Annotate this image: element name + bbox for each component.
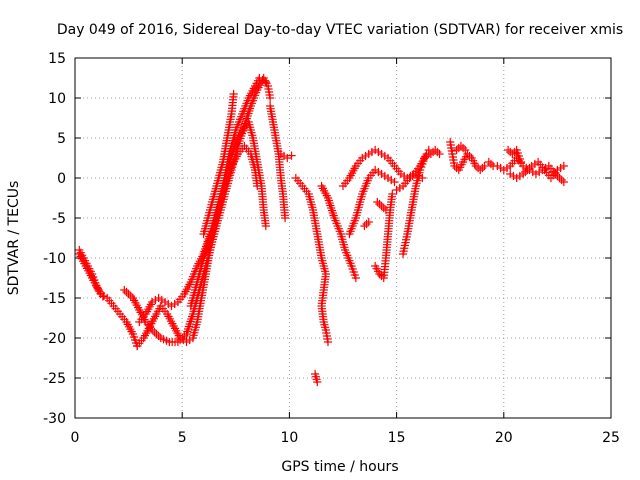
data-point [323, 337, 333, 347]
data-point [351, 273, 360, 283]
series-arc-17 [371, 189, 397, 283]
data-point [98, 292, 107, 301]
data-point [207, 230, 216, 240]
data-point [130, 335, 140, 345]
series-arc-11 [311, 369, 322, 387]
series-arc-9 [276, 149, 296, 163]
y-tick-label: -25 [43, 371, 66, 387]
data-point [283, 153, 292, 163]
data-point [128, 329, 137, 339]
data-point [287, 151, 296, 160]
data-point [461, 145, 470, 155]
grid-lines [75, 58, 611, 418]
series-arc-24 [503, 145, 526, 167]
data-point [418, 159, 427, 169]
y-tick-label: 15 [48, 51, 66, 67]
data-point [347, 261, 356, 271]
x-tick-label: 0 [71, 430, 80, 446]
chart-title: Day 049 of 2016, Sidereal Day-to-day VTE… [57, 22, 623, 38]
data-point [266, 93, 275, 103]
data-point [208, 227, 217, 237]
series-arc-15 [360, 217, 373, 231]
data-point [129, 332, 139, 342]
x-tick-label: 5 [178, 430, 187, 446]
x-axis-label: GPS time / hours [281, 459, 398, 475]
data-point [209, 224, 218, 234]
data-point [516, 157, 526, 167]
x-tick-label: 10 [280, 430, 298, 446]
data-point [281, 213, 290, 223]
data-point [364, 217, 373, 227]
x-tick-label: 20 [495, 430, 513, 446]
data-point [229, 89, 238, 99]
y-tick-label: 5 [57, 131, 66, 147]
series-arc-25 [506, 157, 568, 183]
data-point [388, 189, 397, 199]
data-point [417, 162, 426, 172]
series-arc-19 [392, 169, 427, 195]
data-point [390, 177, 399, 187]
data-point [348, 264, 357, 274]
data-point [313, 377, 322, 387]
data-point [512, 145, 521, 155]
data-point [559, 161, 568, 171]
series-arc-20 [426, 145, 444, 159]
y-tick-label: -20 [43, 331, 66, 347]
y-tick-label: -10 [43, 251, 66, 267]
x-tick-label: 15 [388, 430, 406, 446]
data-point [515, 154, 524, 164]
data-point [261, 221, 270, 231]
data-points [75, 73, 568, 387]
series-arc-8 [266, 101, 290, 223]
y-axis-label: SDTVAR / TECUs [6, 181, 22, 296]
data-point [253, 181, 262, 191]
series-arc-2 [75, 249, 107, 301]
data-point [480, 161, 489, 171]
y-tick-label: -30 [43, 411, 66, 427]
data-point [418, 173, 427, 183]
series-arc-6 [199, 89, 238, 239]
data-point [514, 151, 523, 161]
series-arc-10 [291, 173, 333, 347]
data-point [349, 267, 358, 277]
series-arc-22 [452, 141, 470, 155]
series-arc-7 [186, 141, 262, 311]
data-point [435, 149, 444, 159]
data-point [350, 270, 359, 280]
x-tick-label: 25 [602, 430, 620, 446]
plot-frame [74, 57, 612, 419]
y-tick-label: 10 [48, 91, 66, 107]
series-arc-12 [317, 181, 360, 283]
series-arc-14 [345, 165, 399, 239]
y-tick-label: 0 [57, 171, 66, 187]
data-point [513, 148, 522, 158]
y-tick-label: -5 [52, 211, 66, 227]
y-tick-label: -15 [43, 291, 66, 307]
data-point [559, 177, 568, 187]
data-point [416, 165, 425, 175]
data-point [205, 233, 215, 243]
data-point [419, 156, 428, 166]
